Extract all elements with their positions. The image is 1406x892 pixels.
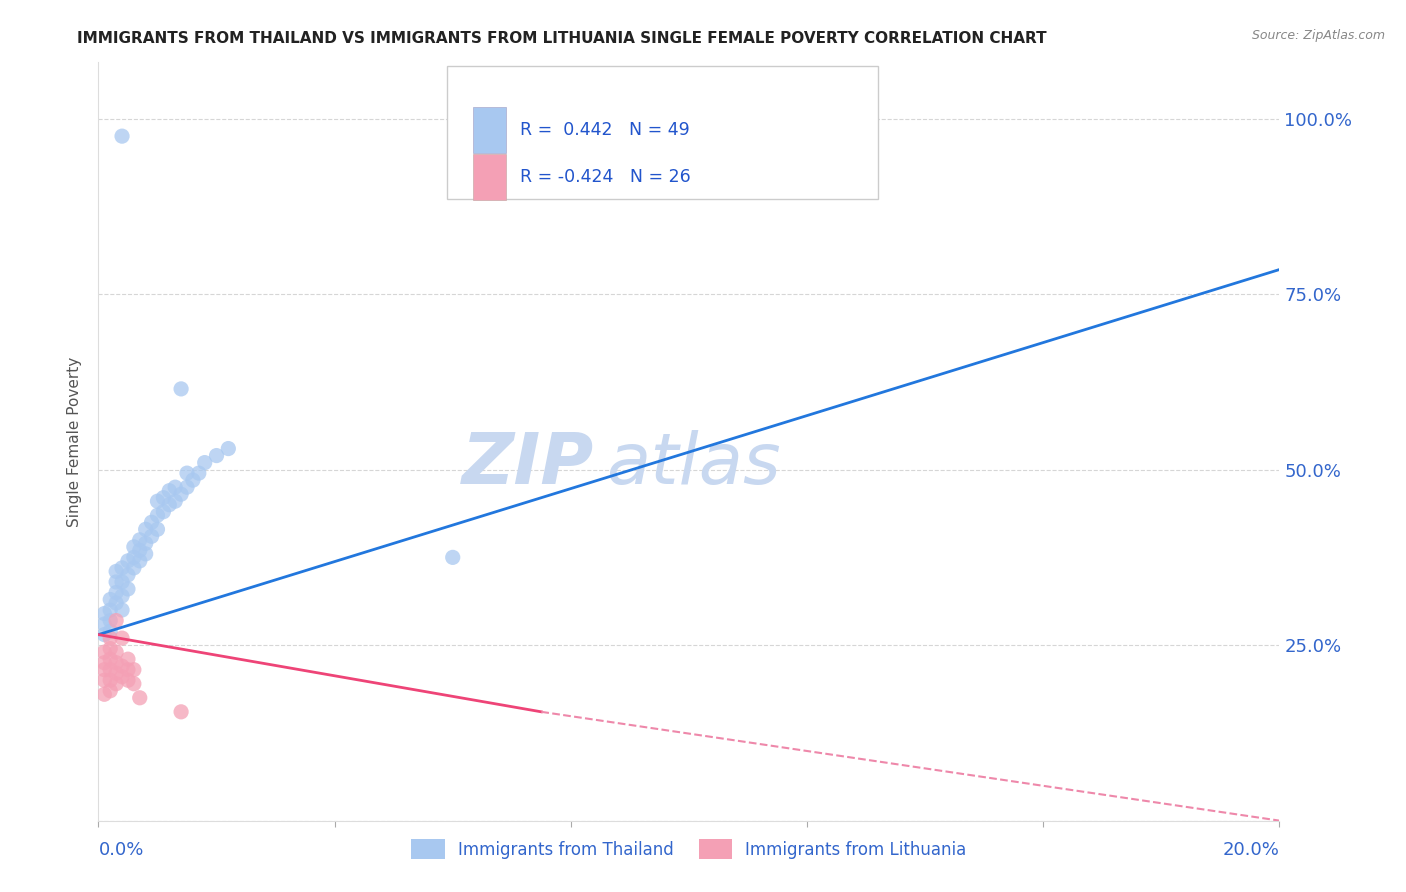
Text: atlas: atlas: [606, 430, 780, 499]
Point: [105, 614, 128, 628]
Point: [111, 631, 134, 645]
Point: [141, 529, 163, 543]
Point: [122, 561, 145, 575]
Point: [98, 614, 121, 628]
Point: [205, 449, 228, 463]
Point: [105, 585, 128, 599]
Point: [93, 663, 115, 677]
Point: [105, 574, 128, 589]
Point: [117, 663, 139, 677]
FancyBboxPatch shape: [447, 66, 877, 199]
Point: [176, 480, 198, 494]
Point: [93, 673, 115, 688]
Point: [157, 498, 180, 512]
Point: [98, 652, 121, 666]
Point: [98, 592, 121, 607]
Text: Source: ZipAtlas.com: Source: ZipAtlas.com: [1251, 29, 1385, 42]
Point: [170, 705, 193, 719]
Point: [217, 442, 239, 456]
Text: IMMIGRANTS FROM THAILAND VS IMMIGRANTS FROM LITHUANIA SINGLE FEMALE POVERTY CORR: IMMIGRANTS FROM THAILAND VS IMMIGRANTS F…: [77, 31, 1047, 46]
Point: [117, 673, 139, 688]
FancyBboxPatch shape: [472, 107, 506, 153]
Point: [105, 666, 128, 681]
Point: [105, 656, 128, 670]
Point: [117, 582, 139, 596]
Point: [146, 508, 169, 523]
Point: [194, 456, 217, 470]
Point: [105, 645, 128, 659]
Point: [170, 382, 193, 396]
Point: [141, 516, 163, 530]
Point: [135, 522, 157, 536]
Point: [165, 494, 187, 508]
Point: [122, 550, 145, 565]
Point: [111, 603, 134, 617]
Point: [98, 624, 121, 639]
Point: [111, 589, 134, 603]
Point: [152, 505, 174, 519]
Point: [117, 652, 139, 666]
Point: [98, 683, 121, 698]
Point: [111, 561, 134, 575]
Point: [181, 473, 204, 487]
Point: [111, 129, 134, 144]
Point: [98, 603, 121, 617]
Point: [98, 673, 121, 688]
Point: [157, 483, 180, 498]
Point: [176, 466, 198, 480]
Text: R =  0.442   N = 49: R = 0.442 N = 49: [520, 121, 690, 139]
Text: ZIP: ZIP: [463, 430, 595, 499]
Point: [152, 491, 174, 505]
Point: [98, 641, 121, 656]
Point: [146, 494, 169, 508]
Point: [117, 554, 139, 568]
Point: [93, 645, 115, 659]
Point: [98, 663, 121, 677]
Text: 0.0%: 0.0%: [98, 841, 143, 859]
Text: 20.0%: 20.0%: [1223, 841, 1279, 859]
Point: [128, 690, 150, 705]
Point: [111, 574, 134, 589]
Point: [93, 617, 115, 632]
Point: [128, 554, 150, 568]
Point: [93, 687, 115, 701]
Point: [165, 480, 187, 494]
Point: [117, 568, 139, 582]
Point: [93, 656, 115, 670]
Legend: Immigrants from Thailand, Immigrants from Lithuania: Immigrants from Thailand, Immigrants fro…: [405, 833, 973, 865]
Point: [105, 565, 128, 579]
Point: [128, 533, 150, 547]
Point: [441, 550, 464, 565]
Point: [98, 631, 121, 645]
Point: [146, 522, 169, 536]
Text: R = -0.424   N = 26: R = -0.424 N = 26: [520, 169, 690, 186]
Point: [122, 677, 145, 691]
Point: [105, 596, 128, 610]
Point: [111, 670, 134, 684]
Point: [93, 607, 115, 621]
Point: [122, 540, 145, 554]
Point: [111, 659, 134, 673]
Point: [105, 677, 128, 691]
Point: [187, 466, 209, 480]
Point: [128, 543, 150, 558]
Point: [93, 627, 115, 641]
FancyBboxPatch shape: [472, 154, 506, 200]
Point: [135, 536, 157, 550]
Point: [122, 663, 145, 677]
Point: [170, 487, 193, 501]
Y-axis label: Single Female Poverty: Single Female Poverty: [67, 357, 83, 526]
Point: [135, 547, 157, 561]
